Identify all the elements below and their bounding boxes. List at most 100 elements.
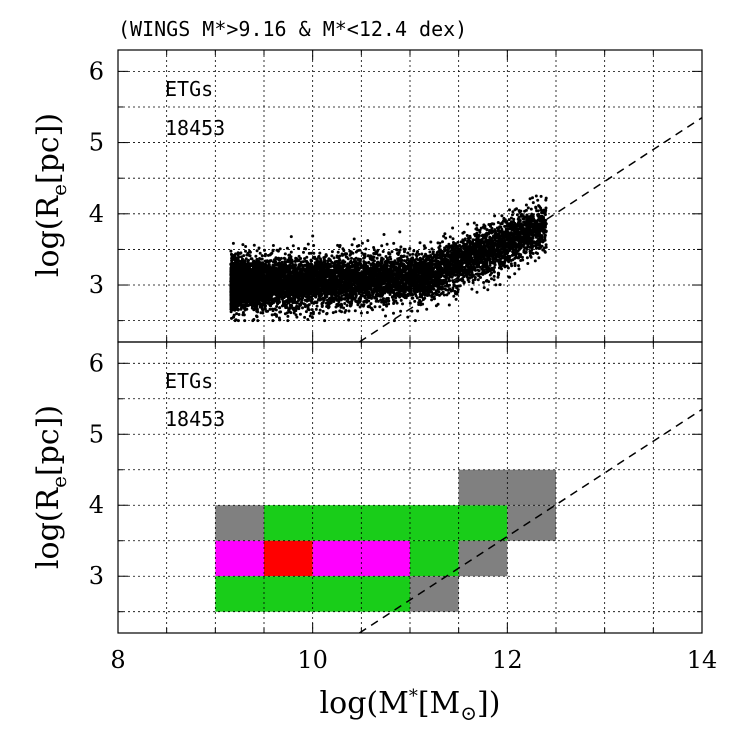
scatter-point xyxy=(235,312,239,316)
scatter-point xyxy=(291,244,295,248)
scatter-point xyxy=(478,272,482,276)
scatter-point xyxy=(321,309,325,313)
scatter-point xyxy=(533,259,537,263)
scatter-point xyxy=(494,283,498,287)
scatter-point xyxy=(511,213,514,217)
scatter-point xyxy=(511,198,515,202)
scatter-point xyxy=(304,310,308,314)
chart-title: (WINGS M*>9.16 & M*<12.4 dex) xyxy=(118,17,467,41)
scatter-point xyxy=(513,264,517,268)
scatter-point xyxy=(318,251,322,255)
scatter-point xyxy=(309,258,313,262)
scatter-point xyxy=(430,298,434,302)
scatter-point xyxy=(252,243,256,247)
scatter-point xyxy=(488,264,492,267)
scatter-point xyxy=(341,259,345,263)
scatter-point xyxy=(297,247,300,250)
scatter-point xyxy=(260,254,264,258)
scatter-point xyxy=(405,255,409,259)
scatter-point xyxy=(443,232,447,236)
scatter-point xyxy=(336,250,340,254)
scatter-point xyxy=(520,255,524,259)
scatter-point xyxy=(510,264,514,268)
scatter-point xyxy=(306,318,310,321)
scatter-point xyxy=(274,256,278,260)
scatter-point xyxy=(382,233,386,236)
scatter-point xyxy=(408,247,412,250)
scatter-point xyxy=(476,268,480,272)
scatter-point xyxy=(360,241,364,245)
scatter-point xyxy=(395,252,399,255)
scatter-point xyxy=(486,288,490,292)
scatter-point xyxy=(343,302,347,305)
scatter-point xyxy=(418,298,422,302)
scatter-point xyxy=(341,253,344,257)
scatter-point xyxy=(461,238,465,242)
scatter-point xyxy=(451,237,455,241)
scatter-point xyxy=(438,244,442,248)
scatter-point xyxy=(310,308,314,312)
scatter-point xyxy=(369,302,373,306)
scatter-point xyxy=(413,319,417,323)
scatter-point xyxy=(543,235,547,239)
scatter-point xyxy=(507,218,511,222)
scatter-point xyxy=(452,294,456,298)
scatter-point xyxy=(496,275,500,279)
scatter-point xyxy=(271,319,275,323)
scatter-point xyxy=(358,305,362,309)
scatter-point xyxy=(517,267,521,271)
scatter-point xyxy=(355,300,359,304)
scatter-point xyxy=(483,265,487,268)
scatter-point xyxy=(356,249,360,253)
scatter-point xyxy=(258,305,262,309)
scatter-point xyxy=(301,306,304,310)
scatter-point xyxy=(350,243,354,247)
scatter-point xyxy=(351,251,355,255)
scatter-point xyxy=(314,307,318,311)
scatter-point xyxy=(517,264,520,268)
scatter-point xyxy=(311,234,315,238)
scatter-point xyxy=(415,296,419,300)
scatter-point xyxy=(269,304,273,308)
scatter-point xyxy=(303,303,307,306)
scatter-point xyxy=(252,318,256,321)
scatter-point xyxy=(263,248,266,252)
scatter-point xyxy=(482,286,486,290)
scatter-point xyxy=(355,244,359,248)
scatter-point xyxy=(398,248,402,252)
scatter-point xyxy=(403,250,406,254)
scatter-point xyxy=(476,278,480,282)
scatter-point xyxy=(362,300,366,304)
scatter-point xyxy=(378,305,382,309)
scatter-point xyxy=(367,304,371,308)
scatter-point xyxy=(286,319,290,323)
scatter-point xyxy=(268,307,272,311)
scatter-point xyxy=(441,240,444,244)
scatter-point xyxy=(385,304,389,308)
scatter-point xyxy=(529,207,533,211)
scatter-point xyxy=(353,309,357,313)
scatter-point xyxy=(241,311,245,314)
scatter-point xyxy=(418,241,422,245)
scatter-point xyxy=(312,251,316,255)
scatter-point xyxy=(231,241,235,245)
scatter-point xyxy=(275,248,279,252)
scatter-point xyxy=(538,205,542,209)
scatter-point xyxy=(298,312,302,316)
scatter-point xyxy=(450,245,454,248)
scatter-point xyxy=(406,251,410,255)
scatter-point xyxy=(472,221,476,225)
scatter-points xyxy=(229,194,548,323)
scatter-point xyxy=(241,313,245,317)
scatter-point xyxy=(297,254,301,258)
scatter-point xyxy=(365,311,369,314)
scatter-point xyxy=(350,256,353,260)
scatter-point xyxy=(475,231,479,235)
scatter-point xyxy=(531,201,535,205)
scatter-point xyxy=(534,246,538,250)
scatter-point xyxy=(544,206,548,210)
scatter-point xyxy=(392,241,396,245)
scatter-point xyxy=(498,283,502,287)
scatter-point xyxy=(401,302,404,306)
